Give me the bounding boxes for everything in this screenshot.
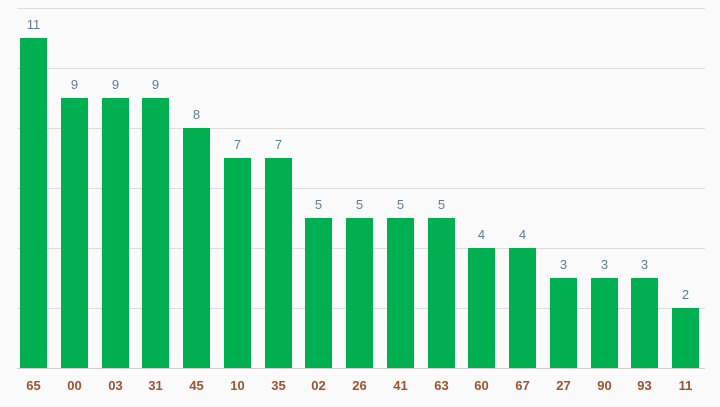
category-label: 10 [230, 378, 244, 393]
category-label: 63 [434, 378, 448, 393]
value-label: 4 [519, 227, 526, 242]
bar-27 [550, 278, 577, 368]
category-label: 60 [474, 378, 488, 393]
category-label: 90 [597, 378, 611, 393]
bar-31 [142, 98, 169, 368]
bar-00 [61, 98, 88, 368]
value-label: 9 [152, 77, 159, 92]
category-label: 00 [67, 378, 81, 393]
category-label: 65 [26, 378, 40, 393]
value-label: 5 [356, 197, 363, 212]
bar-45 [183, 128, 210, 368]
value-label: 9 [112, 77, 119, 92]
bar-10 [224, 158, 251, 368]
value-labels: 11 9 9 9 8 7 7 5 5 5 5 4 4 3 3 3 2 [27, 17, 689, 302]
bars [20, 38, 699, 368]
bar-90 [591, 278, 618, 368]
bar-65 [20, 38, 47, 368]
bar-35 [265, 158, 292, 368]
category-label: 67 [515, 378, 529, 393]
bar-11 [672, 308, 699, 368]
category-label: 03 [108, 378, 122, 393]
bar-93 [631, 278, 658, 368]
value-label: 5 [315, 197, 322, 212]
category-labels: 65 00 03 31 45 10 35 02 26 41 63 60 67 27 90 93 11 [26, 378, 692, 393]
value-label: 7 [275, 137, 282, 152]
category-label: 45 [189, 378, 203, 393]
category-label: 35 [271, 378, 285, 393]
category-label: 93 [637, 378, 651, 393]
bar-03 [102, 98, 129, 368]
category-label: 11 [679, 378, 693, 393]
bar-02 [305, 218, 332, 368]
value-label: 5 [438, 197, 445, 212]
category-label: 27 [556, 378, 570, 393]
value-label: 2 [682, 287, 689, 302]
category-label: 31 [148, 378, 162, 393]
value-label: 9 [71, 77, 78, 92]
value-label: 11 [27, 17, 41, 32]
value-label: 3 [641, 257, 648, 272]
value-label: 3 [560, 257, 567, 272]
category-label: 02 [311, 378, 325, 393]
bar-67 [509, 248, 536, 368]
bar-26 [346, 218, 373, 368]
value-label: 5 [397, 197, 404, 212]
bar-60 [468, 248, 495, 368]
value-label: 8 [193, 107, 200, 122]
value-label: 3 [601, 257, 608, 272]
bar-41 [387, 218, 414, 368]
category-label: 41 [393, 378, 407, 393]
value-label: 4 [478, 227, 485, 242]
category-label: 26 [352, 378, 366, 393]
value-label: 7 [234, 137, 241, 152]
bar-63 [428, 218, 455, 368]
